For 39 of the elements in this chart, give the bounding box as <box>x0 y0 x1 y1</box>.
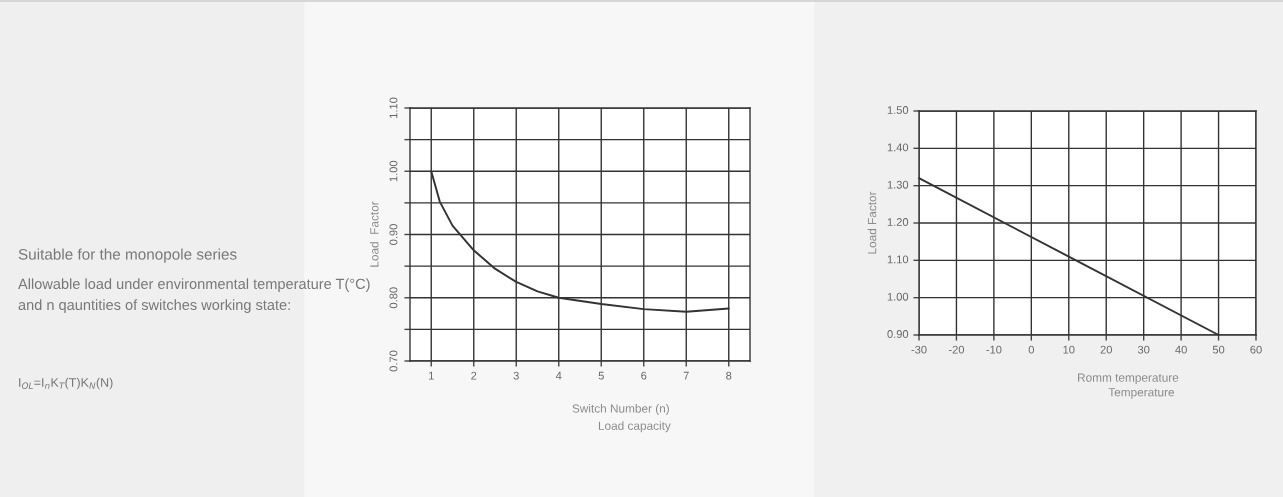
x-axis-title: Romm temperature <box>1078 373 1179 385</box>
x-tick-label: -30 <box>911 345 927 354</box>
x-tick-label: 2 <box>471 371 477 380</box>
x-tick-label: 6 <box>641 371 647 380</box>
y-tick-label: 1.30 <box>887 180 909 189</box>
x-tick-label: 40 <box>1175 345 1187 354</box>
y-axis-title: Load Factor <box>369 201 379 267</box>
x-tick-label: 30 <box>1137 345 1150 354</box>
x-axis-title: Switch Number (n) <box>572 404 669 416</box>
x-tick-label: 50 <box>1212 345 1225 354</box>
y-tick-label: 0.80 <box>389 287 398 309</box>
y-tick-label: 0.70 <box>389 350 398 372</box>
y-tick-label: 1.20 <box>887 218 909 226</box>
x-tick-label: 8 <box>726 371 732 380</box>
y-tick-label: 1.00 <box>887 292 909 301</box>
x-tick-label: 20 <box>1100 345 1112 354</box>
y-tick-label: 1.00 <box>389 160 398 182</box>
x-tick-label: 7 <box>683 371 689 380</box>
text: Temperature <box>1108 388 1175 399</box>
y-tick-label: 0.90 <box>887 330 909 338</box>
y-tick-label: 1.10 <box>887 255 909 264</box>
text: Suitable for the monopole series <box>18 248 237 263</box>
text: Load capacity <box>598 421 671 433</box>
y-tick-label: 1.50 <box>887 106 909 114</box>
x-tick-label: 5 <box>598 371 604 380</box>
text: I$_{OL}$=I$_{n}$K$_{T}$(T)K$_{N}$(N) <box>19 377 113 390</box>
y-axis-title: Load Factor <box>867 191 877 254</box>
x-tick-label: 10 <box>1063 345 1075 354</box>
x-tick-label: 4 <box>555 371 562 380</box>
x-tick-label: 0 <box>1028 345 1034 354</box>
y-tick-label: 1.40 <box>887 143 909 152</box>
x-tick-label: -20 <box>948 345 965 354</box>
x-tick-label: 3 <box>513 371 519 380</box>
x-tick-label: 1 <box>429 371 434 380</box>
y-tick-label: 1.10 <box>389 97 398 118</box>
text: Allowable load under environmental temperature T(°C) and n qauntities of switches working state: <box>18 278 370 313</box>
x-tick-label: -10 <box>986 345 1002 354</box>
y-tick-label: 0.90 <box>389 224 398 245</box>
x-tick-label: 60 <box>1250 345 1262 354</box>
